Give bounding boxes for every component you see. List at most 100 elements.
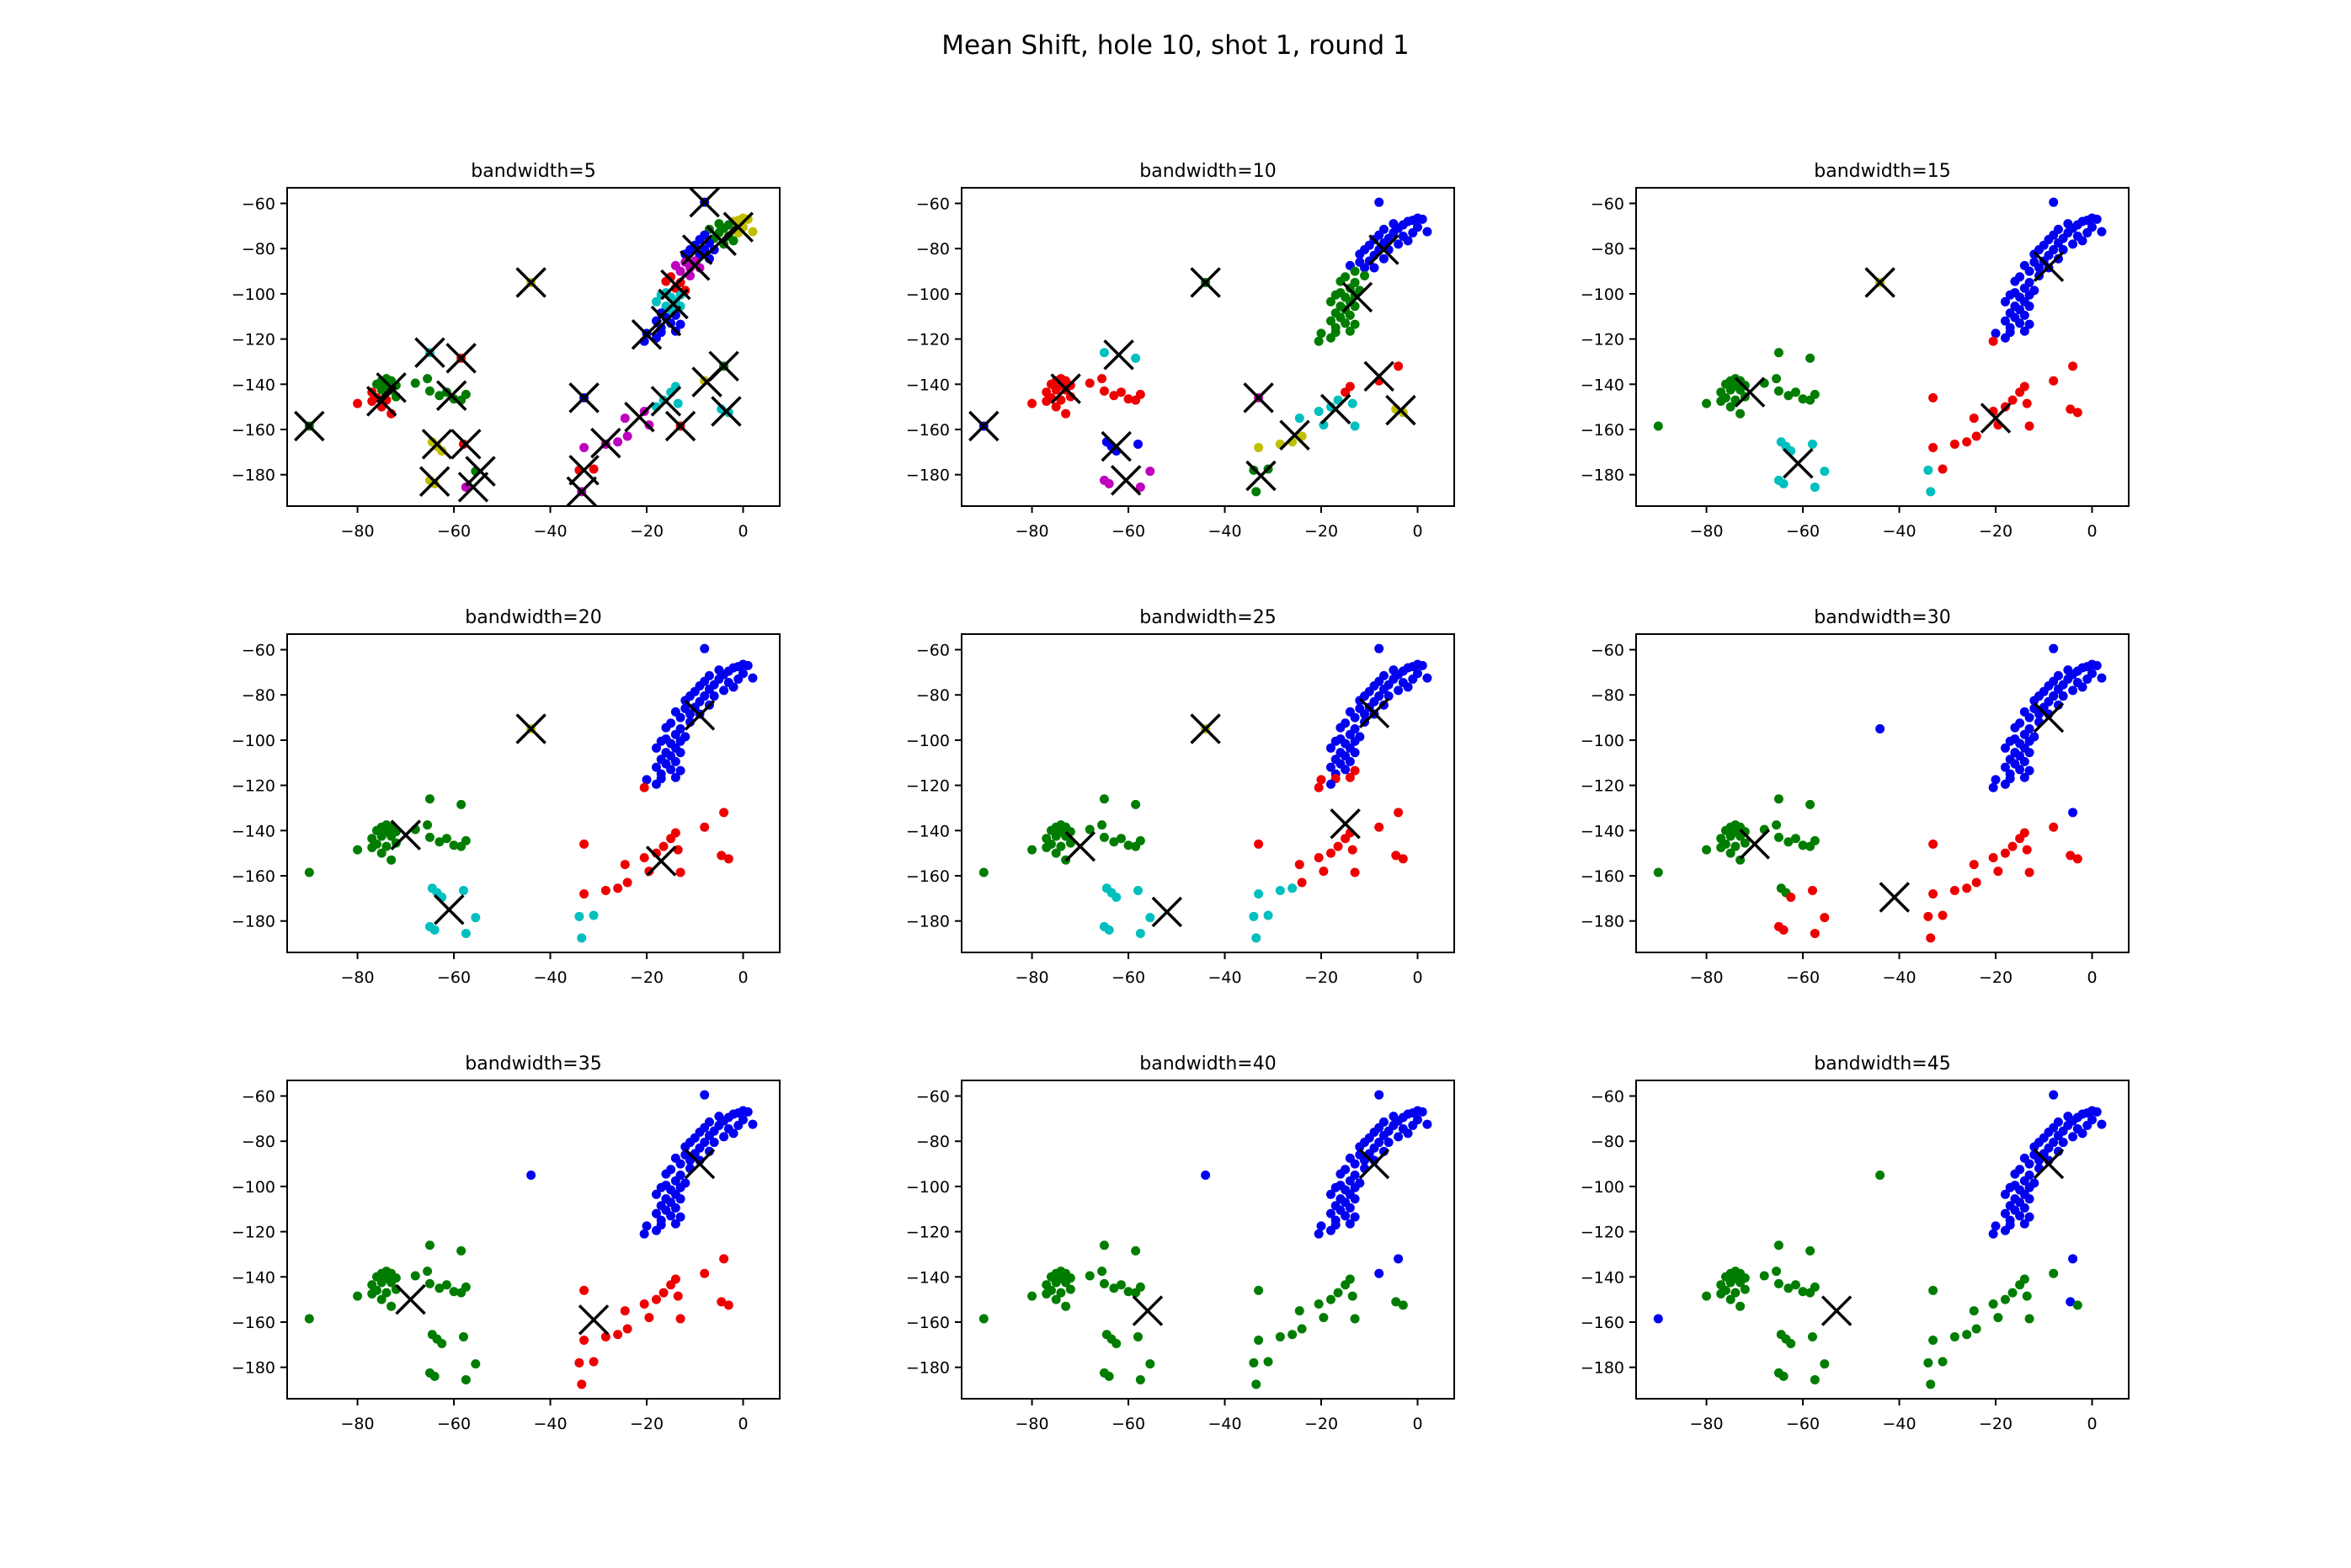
scatter-point [2024,765,2034,776]
scatter-point [1805,395,1815,405]
x-tick-label: 0 [2087,1415,2097,1433]
scatter-point [2015,765,2025,775]
scatter-point [639,782,649,792]
scatter-point [1808,1331,1818,1341]
scatter-point [2097,227,2107,237]
cluster-center-x-marker [658,288,689,320]
cluster-center-x-marker [1319,393,1351,425]
cluster-center-x-marker [1132,1295,1164,1326]
y-tick-label: −140 [232,1268,275,1287]
subplot-bandwidth-45: bandwidth=45 −80 −60 −40 −20 0 −60 −80 −100 −120 −… [1581,1053,2130,1433]
cluster-center-x-marker [1363,360,1394,392]
y-tick-label: −100 [1581,732,1624,750]
x-marker-stroke [645,845,677,877]
cluster-center-x-marker [1190,267,1221,298]
scatter-point [1042,396,1052,406]
cluster-center-x-marker [689,186,720,218]
scatter-point [2007,1288,2018,1298]
cluster-center-x-marker [1385,394,1416,426]
scatter-point [1085,824,1095,835]
scatter-point [1201,1170,1211,1180]
scatter-point [2058,1138,2068,1148]
scatter-point [2049,1090,2059,1100]
scatter-point [1294,860,1304,870]
x-marker-stroke [1358,697,1390,728]
y-tick-label: −180 [906,467,950,485]
scatter-point [1805,1288,1815,1298]
scatter-point [410,378,420,388]
scatter-point [2019,1274,2029,1284]
scatter-point [2019,1203,2029,1213]
cluster-center-x-marker [434,894,465,925]
x-marker-stroke [515,713,546,744]
scatter-point [459,1331,469,1341]
scatter-point [613,1330,623,1340]
scatter-point [1773,386,1783,396]
x-marker-stroke [631,318,663,350]
y-tick-label: −140 [1581,376,1624,394]
scatter-point [1653,1314,1663,1324]
x-marker-stroke [1050,373,1081,404]
scatter-point [1773,348,1783,358]
cluster-center-x-marker [722,211,754,243]
scatter-point [1778,1371,1789,1381]
x-tick-label: −60 [1786,968,1820,987]
scatter-point [642,1221,652,1231]
scatter-point [714,1112,724,1122]
scatter-point [1725,385,1735,395]
cluster-center-x-marker [1190,713,1221,744]
scatter-point [2000,1225,2010,1235]
scatter-point [670,1219,680,1229]
x-marker-stroke [1190,267,1221,298]
scatter-point [1949,885,1959,895]
scatter-point [639,1299,649,1309]
scatter-point [353,398,363,408]
scatter-point [1969,860,1979,870]
scatter-point [2068,808,2078,818]
scatter-point [2024,1212,2034,1222]
scatter-point [1394,685,1404,696]
x-marker-stroke [435,380,467,411]
scatter-point [1319,867,1329,877]
scatter-point [1314,1299,1324,1309]
scatter-point [1325,1294,1335,1304]
scatter-point [622,1324,632,1334]
scatter-point [471,913,481,923]
x-tick-label: −60 [1786,522,1820,541]
x-marker-stroke [1358,1148,1390,1180]
scatter-point [1805,353,1815,363]
y-tick-label: −120 [906,1224,950,1242]
x-tick-label: 0 [738,968,748,987]
scatter-point [1131,395,1141,405]
scatter-point [1333,841,1343,851]
scatter-point [639,1229,649,1239]
y-tick-label: −120 [1581,331,1624,349]
scatter-point [2087,1106,2097,1116]
scatter-point [424,832,434,842]
y-tick-label: −80 [916,1133,950,1151]
x-tick-label: −20 [1304,1415,1338,1433]
scatter-point [2019,729,2029,739]
scatter-point [1374,1268,1384,1278]
scatter-point [1350,319,1360,329]
x-marker-stroke [1734,376,1766,408]
scatter-point [1398,854,1408,864]
y-tick-label: −100 [1581,285,1624,304]
x-marker-stroke [1385,394,1416,426]
scatter-point [2029,696,2039,706]
scatter-point [304,1314,314,1324]
scatter-point [577,1379,587,1389]
scatter-point [1962,883,1972,893]
scatter-point [2053,685,2063,695]
scatter-point [1810,928,1820,938]
scatter-point [1422,1119,1432,1129]
x-tick-label: −40 [1207,522,1241,541]
scatter-point [1403,236,1413,246]
scatter-point [1350,765,1360,776]
scatter-point [1374,822,1384,832]
scatter-point [2072,408,2082,418]
scatter-point [1104,1371,1114,1381]
scatter-point [2005,1182,2015,1192]
cluster-center-x-marker [465,456,496,487]
scatter-point [1971,431,1981,441]
